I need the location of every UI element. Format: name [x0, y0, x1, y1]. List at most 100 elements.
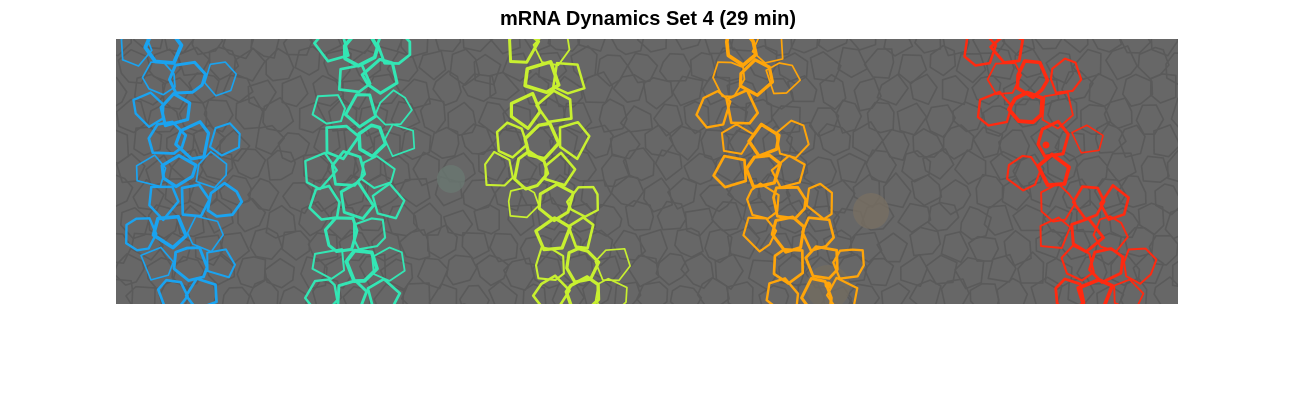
background-cell-outline — [501, 52, 532, 82]
faint-fluorescence-region — [853, 193, 889, 229]
background-cell-outline — [519, 126, 555, 160]
background-cell-outline — [596, 54, 629, 87]
stripe-cell-outline — [359, 155, 396, 189]
background-cell-outline — [146, 102, 180, 133]
stripe-cell-outline — [543, 151, 577, 187]
background-cell-outline — [281, 230, 311, 261]
stripe-cell-outline — [303, 278, 339, 304]
background-cell-outline — [726, 281, 754, 304]
background-cell-outline — [432, 70, 462, 106]
stripe-cell-outline — [342, 39, 380, 68]
stripe-cell-outline — [558, 120, 591, 161]
background-cell-outline — [940, 231, 970, 263]
background-cell-outline — [1061, 178, 1092, 211]
background-cell-outline — [989, 150, 1022, 181]
background-cell-outline — [667, 177, 698, 210]
background-cell-outline — [1001, 177, 1032, 211]
background-cell-outline — [853, 77, 882, 112]
background-cell-outline — [598, 98, 628, 133]
background-cell-outline — [328, 206, 360, 241]
stripe-cell-outline — [371, 182, 406, 220]
background-cell-outline — [655, 252, 690, 286]
background-cell-outline — [624, 199, 655, 231]
background-cell-outline — [619, 105, 654, 133]
background-cell-outline — [925, 254, 958, 285]
stripe-cell-outline — [751, 39, 784, 64]
background-cell-outline — [1140, 155, 1170, 183]
background-cell-outline — [265, 47, 295, 82]
background-cell-outline — [1001, 39, 1036, 57]
background-cell-outline — [1091, 39, 1123, 53]
stripe-cell-outline — [151, 214, 188, 250]
background-cell-outline — [1044, 257, 1073, 290]
background-cell-outline — [531, 255, 562, 289]
stripe-cell-outline — [1036, 119, 1070, 158]
stripe-cell-outline — [1039, 216, 1072, 249]
background-cell-outline — [786, 75, 818, 103]
background-cell-outline — [997, 129, 1031, 165]
background-cell-outline — [701, 76, 731, 106]
stripe-cell-outline — [1113, 278, 1145, 304]
background-cell-outline — [744, 98, 773, 133]
stripe-cell-outline — [775, 119, 810, 159]
background-cell-outline — [941, 74, 970, 106]
background-cell-outline — [116, 174, 134, 208]
stripe-1 — [120, 39, 244, 304]
stripe-cell-outline — [738, 58, 775, 97]
stripe-cell-outline — [484, 150, 514, 187]
background-cell-outline — [462, 39, 494, 53]
background-cell-outline — [654, 149, 683, 181]
background-cell-outline — [266, 149, 296, 181]
background-cell-outline — [785, 121, 817, 156]
background-cell-outline — [419, 97, 447, 134]
stripe-cell-outline — [366, 277, 402, 304]
stripe-cell-outline — [770, 154, 806, 189]
stripe-cell-outline — [825, 276, 859, 304]
stripe-cell-outline — [765, 277, 800, 304]
stripe-cell-outline — [1060, 244, 1095, 282]
stripe-cell-outline — [989, 39, 1025, 65]
background-cell-outline — [1154, 183, 1178, 216]
stripe-cell-outline — [135, 154, 167, 188]
stripe-cell-outline — [531, 274, 571, 304]
background-cell-outline — [1153, 124, 1178, 158]
stripe-cell-outline — [180, 183, 211, 218]
background-cell-outline — [522, 72, 550, 106]
background-cell-outline — [221, 286, 251, 304]
background-cell-outline — [909, 226, 942, 257]
stripe-cell-outline — [148, 185, 180, 222]
stripe-cell-outline — [832, 248, 865, 280]
background-cell-outline — [264, 257, 295, 289]
background-cell-outline — [910, 174, 943, 207]
stripe-cell-outline — [532, 39, 571, 67]
stripe-cell-outline — [325, 124, 361, 161]
stripe-cell-outline — [720, 123, 755, 155]
background-cell-outline — [848, 39, 877, 51]
stripe-cell-outline — [323, 216, 359, 254]
background-cell-outline — [561, 102, 593, 134]
background-cell-outline — [461, 232, 490, 260]
background-cell-outline — [522, 283, 547, 304]
background-cell-outline — [1108, 207, 1140, 239]
stripe-cell-outline — [336, 279, 369, 304]
stripe-cell-outline — [339, 180, 375, 221]
background-cell-outline — [610, 175, 645, 208]
background-cell-outline — [277, 132, 311, 163]
background-cell-outline — [1061, 69, 1094, 102]
background-cell-outline — [1165, 52, 1178, 86]
background-cell-outline — [1030, 126, 1061, 157]
background-cell-outline — [1118, 124, 1146, 158]
background-cell-outline — [592, 203, 623, 237]
background-cell-outline — [954, 256, 985, 290]
stripe-cell-outline — [376, 39, 412, 65]
background-cell-outline — [726, 226, 761, 260]
transcription-spot — [824, 281, 832, 289]
background-cell-outline — [233, 47, 266, 82]
background-cell-outline — [312, 276, 343, 304]
background-cell-outline — [1116, 175, 1147, 208]
background-cell-outline — [764, 39, 796, 57]
transcription-spots — [824, 141, 1050, 289]
background-cell-outline — [473, 53, 502, 86]
background-cell-outline — [1171, 260, 1178, 288]
stripe-cell-outline — [507, 186, 540, 219]
